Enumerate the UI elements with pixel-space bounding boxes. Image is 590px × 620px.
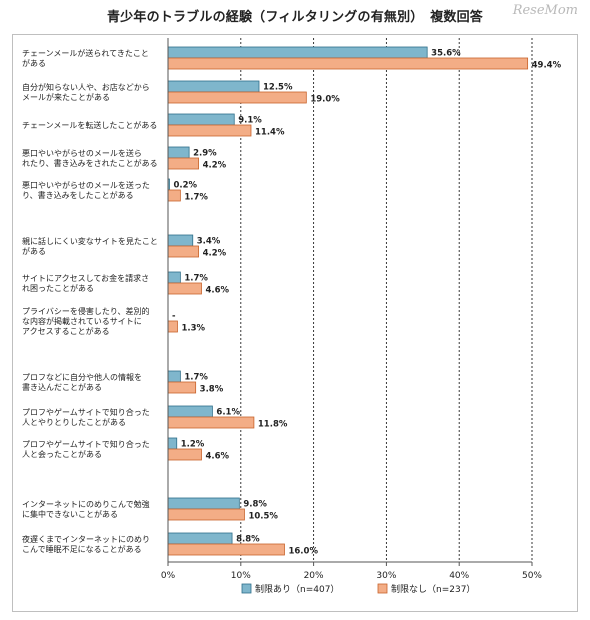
value-label-restricted-9: 6.1% [216, 408, 240, 418]
value-label-unrestricted-10: 4.6% [205, 452, 229, 462]
value-label-unrestricted-9: 11.8% [258, 420, 288, 430]
x-tick-label-2: 20% [304, 571, 324, 581]
legend-swatch-restricted [241, 583, 252, 594]
value-label-restricted-3: 2.9% [193, 149, 217, 159]
value-label-unrestricted-8: 3.8% [200, 385, 224, 395]
value-label-restricted-0: 35.6% [431, 49, 461, 59]
value-label-restricted-1: 12.5% [263, 83, 293, 93]
bar-restricted-9 [167, 405, 213, 418]
bar-unrestricted-2 [167, 124, 252, 137]
bar-unrestricted-11 [167, 508, 245, 521]
bar-unrestricted-6 [167, 282, 202, 295]
value-label-restricted-12: 8.8% [236, 535, 260, 545]
value-label-restricted-4: 0.2% [173, 181, 197, 191]
category-label-11: インターネットにのめりこんで勉強に集中できないことがある [22, 499, 150, 519]
category-label-8: プロフなどに自分や他人の情報を書き込んだことがある [22, 372, 142, 392]
category-label-7: プライバシーを侵害したり、差別的な内容が掲載されているサイトにアクセスすることが… [22, 306, 150, 336]
x-tick-label-1: 10% [231, 571, 251, 581]
chart-frame [12, 34, 578, 612]
category-label-1: 自分が知らない人や、お店などからメールが来たことがある [22, 82, 150, 102]
bar-unrestricted-8 [167, 381, 197, 394]
bar-unrestricted-4 [167, 189, 181, 202]
value-label-unrestricted-4: 1.7% [184, 193, 208, 203]
bar-restricted-8 [167, 370, 181, 383]
x-tick-label-3: 30% [376, 571, 396, 581]
category-label-6: サイトにアクセスしてお金を請求され困ったことがある [22, 273, 149, 293]
value-label-unrestricted-11: 10.5% [248, 512, 278, 522]
x-tick-label-5: 50% [522, 571, 542, 581]
site-logo: ReseMom [512, 3, 578, 18]
value-label-unrestricted-7: 1.3% [181, 324, 205, 334]
value-label-unrestricted-6: 4.6% [205, 286, 229, 296]
bar-unrestricted-0 [167, 57, 529, 70]
value-label-unrestricted-1: 19.0% [310, 95, 340, 105]
category-label-5: 親に話しにくい変なサイトを見たことがある [22, 236, 158, 256]
value-label-restricted-10: 1.2% [181, 440, 205, 450]
legend-swatch-unrestricted [377, 583, 388, 594]
legend-label-unrestricted: 制限なし（n=237） [391, 583, 475, 595]
value-label-unrestricted-3: 4.2% [203, 161, 227, 171]
bar-restricted-11 [167, 497, 240, 510]
category-label-3: 悪口やいやがらせのメールを送られたり、書き込みをされたことがある [22, 148, 158, 168]
chart-title: 青少年のトラブルの経験（フィルタリングの有無別） 複数回答 [106, 10, 484, 25]
bar-unrestricted-3 [167, 157, 199, 170]
x-tick-label-0: 0% [161, 571, 176, 581]
value-label-unrestricted-12: 16.0% [288, 547, 318, 557]
bar-restricted-3 [167, 146, 190, 159]
category-label-12: 夜遅くまでインターネットにのめりこんで睡眠不足になることがある [22, 534, 150, 554]
value-label-restricted-7: - [172, 312, 176, 322]
bar-restricted-6 [167, 271, 181, 284]
bar-restricted-2 [167, 113, 235, 126]
bar-unrestricted-7 [167, 320, 178, 333]
bar-unrestricted-5 [167, 245, 199, 258]
x-tick-label-4: 40% [449, 571, 469, 581]
bar-unrestricted-9 [167, 416, 255, 429]
bar-restricted-5 [167, 234, 194, 247]
value-label-unrestricted-2: 11.4% [255, 128, 285, 138]
value-label-restricted-8: 1.7% [184, 373, 208, 383]
category-label-2: チェーンメールを転送したことがある [22, 120, 157, 130]
category-label-4: 悪口やいやがらせのメールを送ったり、書き込みをしたことがある [22, 180, 150, 200]
category-label-0: チェーンメールが送られてきたことがある [22, 48, 149, 68]
bar-unrestricted-1 [167, 91, 307, 104]
bar-restricted-1 [167, 80, 260, 93]
bar-restricted-10 [167, 437, 178, 450]
bar-unrestricted-12 [167, 543, 285, 556]
value-label-restricted-6: 1.7% [184, 274, 208, 284]
value-label-unrestricted-0: 49.4% [532, 61, 562, 71]
value-label-restricted-11: 9.8% [243, 500, 267, 510]
bar-restricted-12 [167, 532, 233, 545]
value-label-unrestricted-5: 4.2% [203, 249, 227, 259]
category-label-10: プロフやゲームサイトで知り合った人と会ったことがある [22, 439, 150, 459]
bar-unrestricted-10 [167, 448, 202, 461]
legend-label-restricted: 制限あり（n=407） [255, 583, 339, 595]
value-label-restricted-2: 9.1% [238, 116, 262, 126]
bar-restricted-0 [167, 46, 428, 59]
value-label-restricted-5: 3.4% [197, 237, 221, 247]
category-label-9: プロフやゲームサイトで知り合った人とやりとりしたことがある [22, 407, 150, 427]
